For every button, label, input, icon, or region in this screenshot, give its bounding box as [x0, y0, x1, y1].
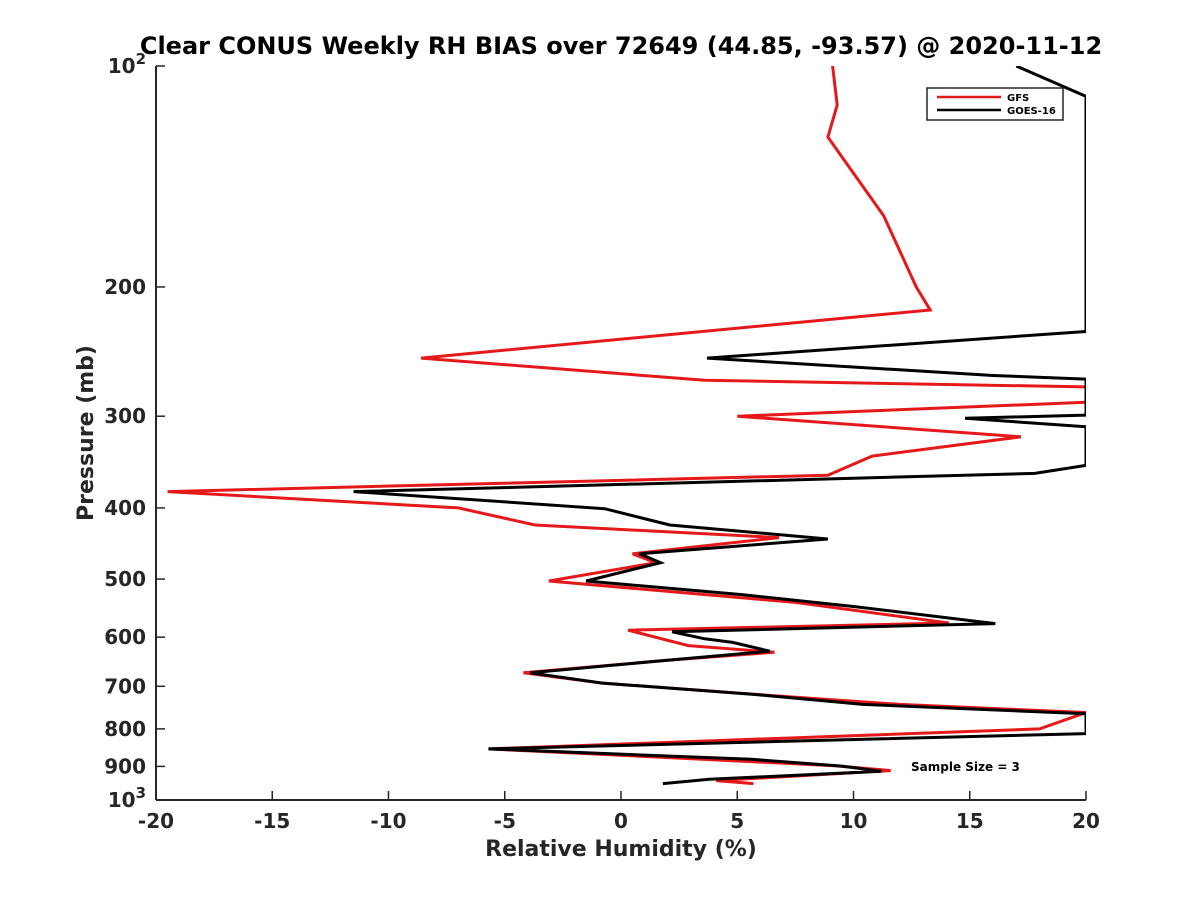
x-axis-label: Relative Humidity (%)	[485, 837, 757, 862]
x-ticks: -20 -15 -10 -5 0 5 10 15 20	[138, 791, 1100, 833]
y-tick-label: 900	[104, 754, 146, 778]
series-line-gfs	[167, 66, 1086, 786]
series-layer	[167, 66, 1086, 786]
legend-label-goes16: GOES-16	[1007, 106, 1056, 117]
x-tick-label: 10	[840, 809, 868, 833]
y-ticks: 102 200 300 400 500 600 700 800 900 103	[104, 50, 165, 812]
series-line-goes-16	[353, 66, 1086, 786]
x-tick-label: 15	[956, 809, 984, 833]
x-tick-label: 5	[730, 809, 744, 833]
x-tick-label: 20	[1072, 809, 1100, 833]
legend-box	[926, 87, 1064, 121]
y-tick-label: 300	[104, 404, 146, 428]
x-tick-label: -10	[370, 809, 406, 833]
legend: GFS GOES-16	[926, 87, 1064, 121]
y-axis-label: Pressure (mb)	[74, 345, 99, 521]
x-tick-label: -20	[138, 809, 174, 833]
chart-title: Clear CONUS Weekly RH BIAS over 72649 (4…	[140, 32, 1102, 60]
x-tick-label: -5	[494, 809, 516, 833]
y-tick-label: 400	[104, 496, 146, 520]
y-tick-label: 103	[108, 784, 146, 812]
y-tick-label: 500	[104, 567, 146, 591]
y-tick-label: 200	[104, 275, 146, 299]
sample-size-annotation: Sample Size = 3	[911, 760, 1020, 774]
y-tick-label: 600	[104, 625, 146, 649]
y-tick-label: 700	[104, 674, 146, 698]
y-tick-label: 800	[104, 717, 146, 741]
y-tick-label: 102	[108, 50, 146, 78]
plot-axes	[155, 66, 1086, 801]
legend-label-gfs: GFS	[1007, 93, 1029, 104]
x-tick-label: 0	[614, 809, 628, 833]
x-tick-label: -15	[254, 809, 290, 833]
